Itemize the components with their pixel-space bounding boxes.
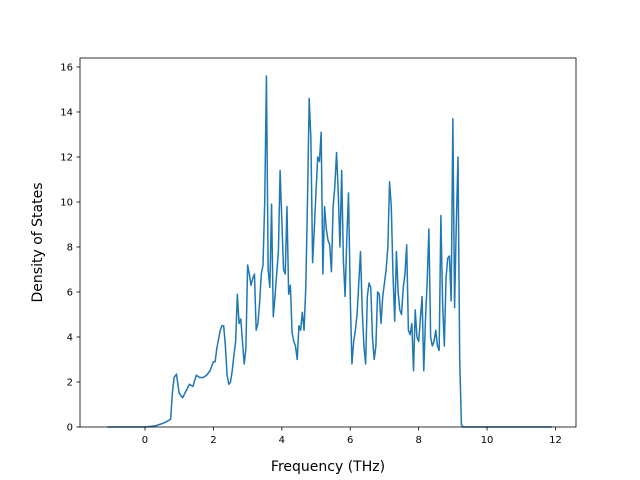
x-tick-label: 2 <box>210 435 216 446</box>
x-tick-label: 0 <box>142 435 148 446</box>
y-tick-label: 6 <box>67 288 73 299</box>
y-tick-label: 16 <box>60 63 73 74</box>
y-tick-label: 8 <box>67 243 73 254</box>
y-tick-label: 0 <box>67 423 73 434</box>
x-axis-label: Frequency (THz) <box>271 459 385 475</box>
x-tick-label: 8 <box>415 435 421 446</box>
axes-frame <box>79 57 577 428</box>
y-tick-label: 4 <box>67 333 73 344</box>
y-axis-ticks: 0 2 4 6 8 10 12 14 16 <box>60 63 80 434</box>
y-tick-label: 10 <box>60 198 73 209</box>
y-tick-label: 12 <box>60 153 73 164</box>
x-tick-label: 12 <box>549 435 562 446</box>
x-tick-label: 6 <box>347 435 353 446</box>
y-tick-label: 14 <box>60 108 73 119</box>
x-tick-label: 10 <box>481 435 494 446</box>
y-axis-label: Density of States <box>30 183 46 303</box>
x-tick-label: 4 <box>279 435 285 446</box>
y-tick-label: 2 <box>67 378 73 389</box>
x-axis-ticks: 0 2 4 6 8 10 12 <box>142 427 562 446</box>
